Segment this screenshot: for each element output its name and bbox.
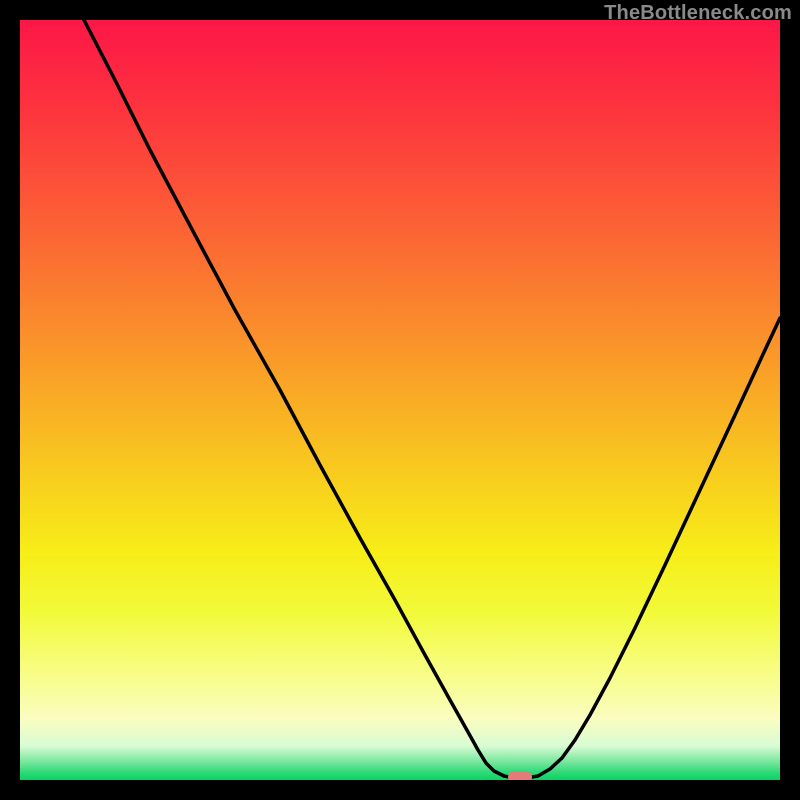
gradient-background <box>20 20 780 780</box>
chart-container: TheBottleneck.com <box>0 0 800 800</box>
plot-svg <box>20 20 780 780</box>
optimal-point-marker <box>508 771 532 780</box>
plot-area <box>20 20 780 780</box>
watermark-text: TheBottleneck.com <box>604 2 792 25</box>
